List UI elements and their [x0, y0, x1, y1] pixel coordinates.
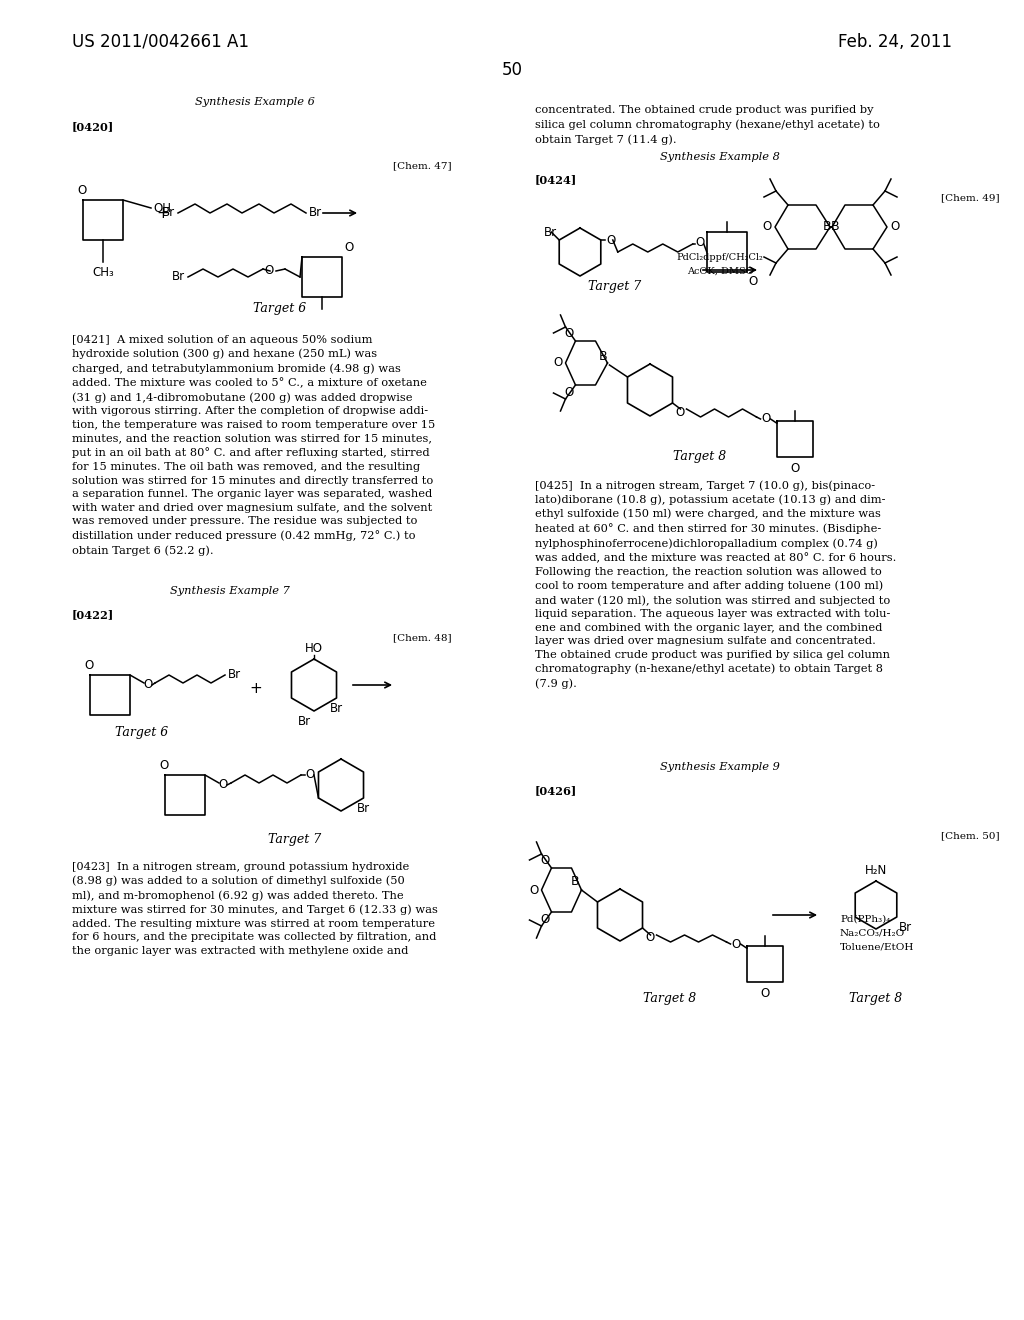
Text: O: O	[761, 412, 770, 425]
Text: [Chem. 48]: [Chem. 48]	[393, 634, 452, 642]
Text: [0424]: [0424]	[535, 174, 578, 185]
Text: B: B	[570, 875, 580, 888]
Text: O: O	[218, 779, 227, 792]
Text: O: O	[305, 768, 314, 781]
Text: [0421]  A mixed solution of an aqueous 50% sodium
hydroxide solution (300 g) and: [0421] A mixed solution of an aqueous 50…	[72, 335, 435, 556]
Text: [Chem. 50]: [Chem. 50]	[941, 832, 1000, 840]
Text: AcOK, DMSO: AcOK, DMSO	[687, 267, 754, 276]
Text: O: O	[541, 854, 550, 867]
Text: [0426]: [0426]	[535, 785, 578, 796]
Text: Br: Br	[298, 715, 311, 729]
Text: Br: Br	[172, 271, 185, 284]
Text: Target 6: Target 6	[116, 726, 169, 739]
Text: Synthesis Example 6: Synthesis Example 6	[195, 96, 315, 107]
Text: Synthesis Example 7: Synthesis Example 7	[170, 586, 290, 597]
Text: O: O	[553, 356, 562, 370]
Text: [0420]: [0420]	[72, 121, 115, 132]
Text: +: +	[250, 681, 262, 696]
Text: PdCl₂dppf/CH₂Cl₂: PdCl₂dppf/CH₂Cl₂	[677, 253, 763, 261]
Text: Synthesis Example 8: Synthesis Example 8	[660, 152, 780, 162]
Text: +: +	[157, 206, 169, 220]
Text: Br: Br	[228, 668, 241, 681]
Text: O: O	[84, 659, 93, 672]
Text: Synthesis Example 9: Synthesis Example 9	[660, 762, 780, 772]
Text: O: O	[695, 236, 705, 249]
Text: Target 7: Target 7	[268, 833, 322, 846]
Text: concentrated. The obtained crude product was purified by
silica gel column chrom: concentrated. The obtained crude product…	[535, 106, 880, 145]
Text: Br: Br	[357, 803, 370, 814]
Text: Br: Br	[544, 226, 557, 239]
Text: O: O	[344, 242, 353, 253]
Text: Br: Br	[309, 206, 323, 219]
Text: O: O	[790, 462, 799, 475]
Text: [Chem. 49]: [Chem. 49]	[941, 193, 1000, 202]
Text: O: O	[564, 327, 573, 341]
Text: B: B	[831, 220, 840, 234]
Text: Target 7: Target 7	[589, 280, 642, 293]
Text: O: O	[143, 678, 153, 692]
Text: O: O	[564, 385, 573, 399]
Text: O: O	[763, 220, 772, 234]
Text: O: O	[731, 937, 740, 950]
Text: [0423]  In a nitrogen stream, ground potassium hydroxide
(8.98 g) was added to a: [0423] In a nitrogen stream, ground pota…	[72, 862, 438, 956]
Text: Target 8: Target 8	[674, 450, 727, 463]
Text: Toluene/EtOH: Toluene/EtOH	[840, 942, 914, 952]
Text: O: O	[541, 913, 550, 927]
Text: CH₃: CH₃	[92, 267, 114, 279]
Text: Na₂CO₃/H₂O: Na₂CO₃/H₂O	[840, 929, 905, 939]
Text: Br: Br	[330, 702, 343, 715]
Text: O: O	[264, 264, 273, 277]
Text: O: O	[78, 183, 87, 197]
Text: O: O	[676, 407, 685, 418]
Text: 50: 50	[502, 61, 522, 79]
Text: O: O	[890, 220, 899, 234]
Text: O: O	[529, 883, 539, 896]
Text: O: O	[760, 987, 769, 1001]
Text: OH: OH	[153, 202, 171, 214]
Text: B: B	[822, 220, 831, 234]
Text: Br: Br	[162, 206, 175, 219]
Text: Br: Br	[899, 921, 912, 935]
Text: Target 6: Target 6	[253, 302, 306, 315]
Text: Feb. 24, 2011: Feb. 24, 2011	[838, 33, 952, 51]
Text: [0422]: [0422]	[72, 609, 115, 620]
Text: O: O	[606, 234, 615, 247]
Text: [Chem. 47]: [Chem. 47]	[393, 161, 452, 170]
Text: O: O	[749, 275, 758, 288]
Text: O: O	[645, 931, 654, 944]
Text: O: O	[160, 759, 169, 772]
Text: US 2011/0042661 A1: US 2011/0042661 A1	[72, 33, 249, 51]
Text: B: B	[599, 350, 607, 363]
Text: Target 8: Target 8	[643, 993, 696, 1005]
Text: HO: HO	[305, 642, 323, 655]
Text: [0425]  In a nitrogen stream, Target 7 (10.0 g), bis(pinaco-
lato)diborane (10.8: [0425] In a nitrogen stream, Target 7 (1…	[535, 480, 896, 689]
Text: Target 8: Target 8	[849, 993, 902, 1005]
Text: Pd(PPh₃)₄: Pd(PPh₃)₄	[840, 915, 891, 924]
Text: H₂N: H₂N	[865, 865, 887, 876]
